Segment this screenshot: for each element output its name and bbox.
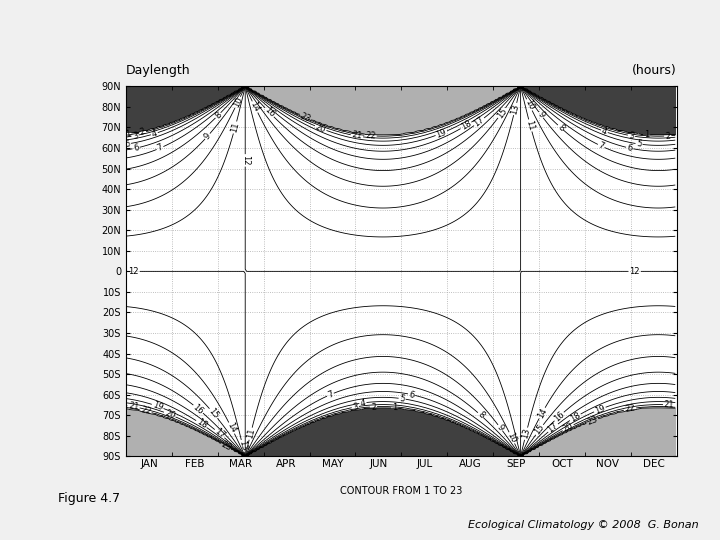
Text: 23: 23: [220, 440, 233, 453]
Text: 8: 8: [556, 123, 566, 133]
Text: CONTOUR FROM 1 TO 23: CONTOUR FROM 1 TO 23: [341, 486, 462, 496]
Text: Figure 4.7: Figure 4.7: [58, 492, 120, 505]
Text: 22: 22: [624, 404, 636, 414]
Text: 18: 18: [459, 119, 473, 132]
Text: 7: 7: [597, 141, 606, 151]
Text: 22: 22: [365, 131, 376, 140]
Text: 13: 13: [237, 440, 248, 452]
Text: 21: 21: [127, 402, 140, 412]
Text: 5: 5: [125, 139, 131, 148]
Text: 3: 3: [352, 402, 359, 412]
Text: 6: 6: [626, 143, 633, 153]
Text: 4: 4: [360, 398, 366, 408]
Text: 2: 2: [665, 131, 670, 140]
Text: 12: 12: [128, 267, 139, 276]
Text: 16: 16: [552, 409, 566, 423]
Text: 11: 11: [525, 119, 536, 132]
Text: 20: 20: [163, 408, 176, 421]
Text: 3: 3: [628, 131, 635, 140]
Text: 2: 2: [371, 402, 377, 411]
Text: 2: 2: [139, 127, 146, 137]
Text: 12: 12: [240, 155, 250, 166]
Text: 1: 1: [125, 129, 132, 139]
Text: 14: 14: [225, 421, 238, 435]
Text: 4: 4: [150, 129, 158, 139]
Text: 17: 17: [212, 427, 227, 441]
Text: 3: 3: [132, 131, 138, 140]
Text: 18: 18: [194, 417, 208, 431]
Text: 9: 9: [202, 131, 212, 141]
Text: 1: 1: [392, 403, 397, 413]
Text: 11: 11: [245, 428, 256, 440]
Text: 13: 13: [521, 428, 531, 440]
Text: 16: 16: [262, 105, 276, 119]
Text: 23: 23: [586, 414, 599, 427]
Text: 18: 18: [568, 411, 582, 424]
Text: 22: 22: [140, 406, 152, 417]
Text: 19: 19: [593, 403, 606, 416]
Text: 9: 9: [495, 423, 505, 433]
Text: 5: 5: [399, 394, 405, 403]
Text: 6: 6: [408, 390, 415, 400]
Text: 10: 10: [231, 96, 244, 109]
Text: 4: 4: [600, 126, 608, 137]
Text: 21: 21: [664, 400, 675, 410]
Text: 21: 21: [351, 131, 363, 141]
Text: 23: 23: [299, 111, 312, 124]
Text: 12: 12: [629, 267, 640, 276]
Text: 15: 15: [533, 423, 546, 437]
Text: 11: 11: [229, 122, 240, 134]
Text: (hours): (hours): [632, 64, 677, 77]
Text: 6: 6: [132, 143, 140, 153]
Text: 13: 13: [510, 103, 521, 115]
Text: 1: 1: [644, 130, 649, 139]
Text: 15: 15: [207, 407, 220, 420]
Text: Daylength: Daylength: [126, 64, 191, 77]
Text: 16: 16: [192, 402, 205, 416]
Text: 14: 14: [248, 100, 261, 113]
Text: 17: 17: [546, 421, 560, 435]
Text: 10: 10: [523, 98, 536, 112]
Text: 10: 10: [505, 431, 518, 444]
Text: 7: 7: [326, 389, 335, 400]
Text: 19: 19: [435, 127, 448, 139]
Text: 19: 19: [151, 400, 164, 413]
Text: 20: 20: [314, 122, 327, 134]
Text: 17: 17: [472, 115, 486, 129]
Text: 14: 14: [536, 407, 549, 420]
Text: Ecological Climatology © 2008  G. Bonan: Ecological Climatology © 2008 G. Bonan: [468, 520, 698, 530]
Text: 20: 20: [562, 421, 575, 434]
Text: 8: 8: [213, 110, 223, 120]
Text: 8: 8: [476, 410, 485, 420]
Text: 7: 7: [156, 143, 164, 153]
Text: 9: 9: [536, 110, 546, 120]
Text: 15: 15: [495, 106, 508, 120]
Text: 5: 5: [636, 139, 642, 149]
